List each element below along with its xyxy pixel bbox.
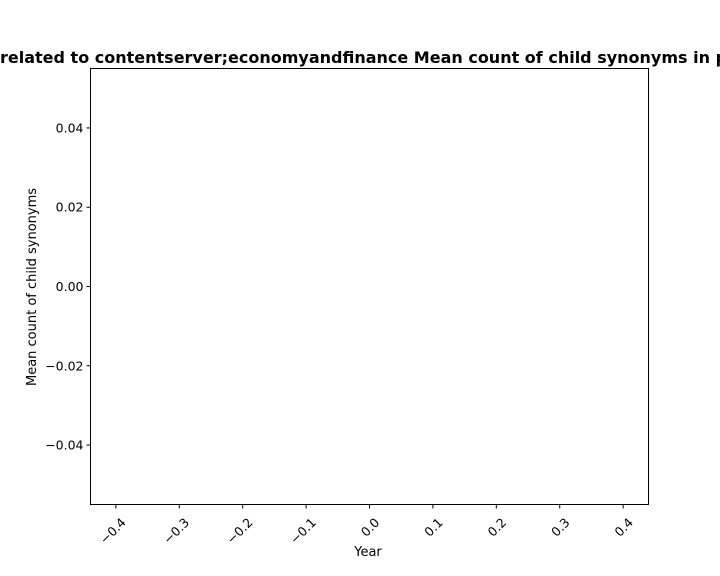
y-tick-label: 0.00 bbox=[56, 279, 84, 294]
y-axis: 0.04 0.02 0.00 −0.02 −0.04 bbox=[45, 120, 91, 453]
x-tick-label: 0.0 bbox=[358, 515, 383, 540]
x-tick-label: 0.2 bbox=[485, 515, 510, 540]
chart-title: related to contentserver;economyandfinan… bbox=[0, 48, 720, 67]
plot-area-frame bbox=[90, 68, 649, 505]
y-axis-label: Mean count of child synonyms bbox=[25, 188, 40, 386]
y-tick-label: 0.04 bbox=[56, 120, 84, 135]
x-tick-label: −0.2 bbox=[224, 515, 256, 547]
y-tick-label: 0.02 bbox=[56, 200, 84, 215]
x-axis: −0.4 −0.3 −0.2 −0.1 0.0 0.1 0.2 0.3 0.4 bbox=[97, 504, 636, 547]
x-tick-label: −0.3 bbox=[160, 515, 192, 547]
x-tick-label: 0.4 bbox=[611, 515, 636, 540]
x-tick-label: −0.1 bbox=[287, 515, 319, 547]
x-tick-label: 0.3 bbox=[548, 515, 573, 540]
x-tick-label: −0.4 bbox=[97, 515, 129, 547]
y-tick-label: −0.02 bbox=[45, 358, 83, 373]
y-tick-label: −0.04 bbox=[45, 438, 83, 453]
x-axis-label: Year bbox=[353, 545, 382, 560]
x-tick-label: 0.1 bbox=[421, 515, 446, 540]
